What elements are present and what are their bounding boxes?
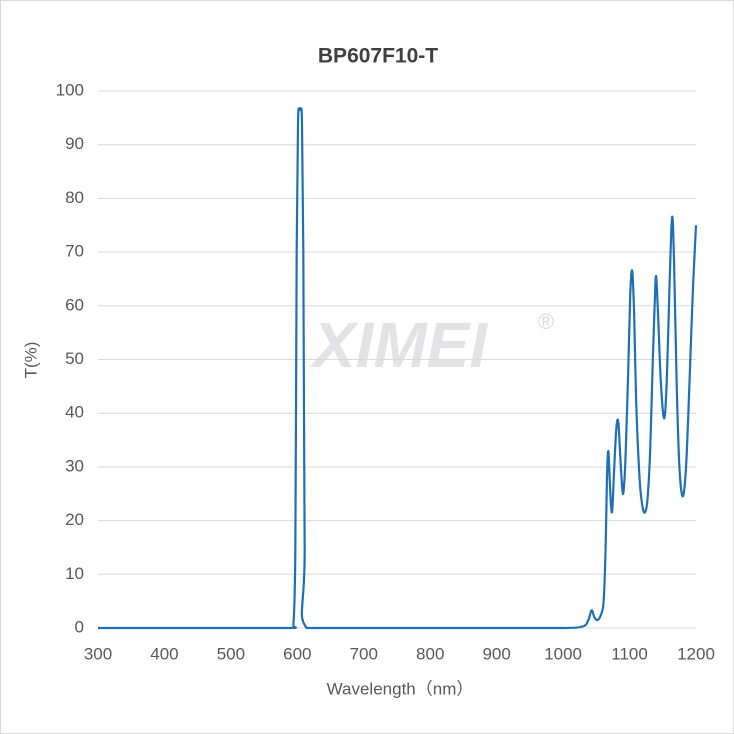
x-tick-label: 1000 [544,644,582,663]
x-tick-label: 1100 [611,644,648,663]
y-tick-label: 30 [65,456,84,475]
watermark: XIMEI [310,309,488,381]
x-tick-label: 500 [217,644,245,663]
y-tick-label: 40 [65,403,84,422]
y-tick-label: 60 [65,295,84,314]
y-tick-label: 90 [65,134,84,153]
y-tick-label: 70 [65,242,84,261]
chart-title: BP607F10-T [318,45,438,68]
x-tick-label: 800 [416,644,444,663]
y-tick-label: 80 [65,188,84,207]
x-tick-label: 600 [283,644,311,663]
x-tick-label: 300 [84,644,112,663]
y-axis-title: T(%) [21,342,40,379]
data-line [98,107,698,630]
x-axis-title: Wavelength（nm） [327,679,474,698]
x-tick-label: 900 [482,644,510,663]
y-tick-label: 50 [65,349,84,368]
watermark-mark: ® [538,309,554,334]
y-tick-label: 0 [75,617,84,636]
x-tick-label: 1200 [677,644,715,663]
x-tick-label: 700 [350,644,378,663]
y-tick-label: 100 [56,80,84,99]
y-tick-label: 10 [65,564,84,583]
x-tick-label: 400 [150,644,178,663]
y-tick-label: 20 [65,510,84,529]
